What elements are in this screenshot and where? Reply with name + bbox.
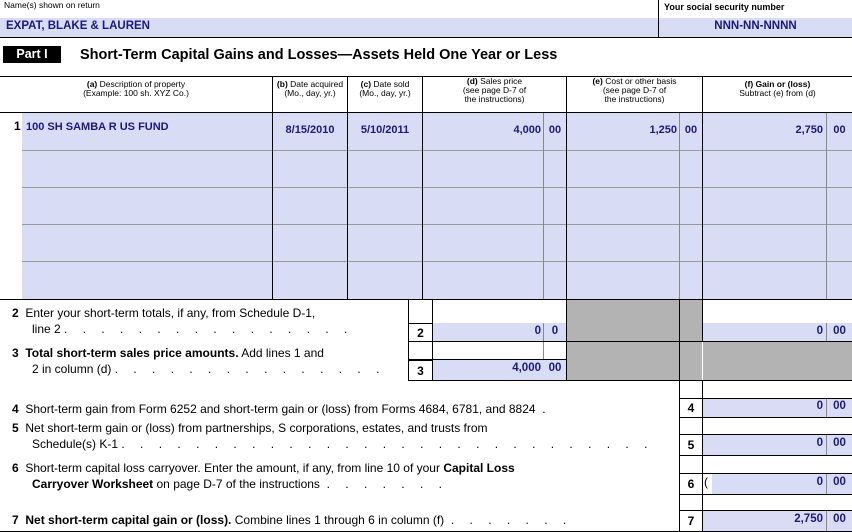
row1-sales-price[interactable]: 4,000 bbox=[513, 124, 541, 136]
line-2-sales-cents[interactable]: 0 bbox=[551, 325, 559, 337]
col-d-header: (d) Sales price (see page D-7 of the instr… bbox=[462, 76, 527, 104]
line-3-sales[interactable]: 4,000 bbox=[512, 362, 541, 374]
line-5-value[interactable]: 0 bbox=[816, 437, 823, 449]
part-title: Short-Term Capital Gains and Losses—Asse… bbox=[80, 47, 558, 63]
line-5-field[interactable] bbox=[703, 435, 852, 455]
col-a-header: (a) Description of property (Example: 100… bbox=[83, 79, 189, 98]
row1-cost-basis[interactable]: 1,250 bbox=[649, 124, 677, 136]
col-e-header: (e) Cost or other basis (see page D-7 of t… bbox=[592, 76, 677, 104]
line-2-gain[interactable]: 0 bbox=[816, 325, 823, 337]
names-field[interactable]: EXPAT, BLAKE & LAUREN bbox=[0, 18, 658, 37]
line-7-label: 7 Net short-term capital gain or (loss).… bbox=[12, 513, 573, 527]
col-b-header: (b) Date acquired (Mo., day, yr.) bbox=[276, 79, 344, 98]
row1-gain[interactable]: 2,750 bbox=[795, 124, 823, 136]
line-6-value[interactable]: 0 bbox=[816, 476, 823, 488]
line-2-gain-field[interactable] bbox=[703, 323, 852, 341]
row1-gain-cents[interactable]: 00 bbox=[833, 124, 846, 136]
line-3-box: 3 bbox=[409, 360, 432, 380]
property-rows bbox=[22, 113, 852, 299]
line-3-sales-cents[interactable]: 00 bbox=[548, 362, 562, 374]
line-3-sales-field[interactable] bbox=[433, 360, 566, 380]
line-1-number: 1 bbox=[14, 119, 21, 133]
line-2-sales[interactable]: 0 bbox=[534, 325, 541, 337]
ssn-label: Your social security number bbox=[664, 2, 785, 12]
line-5-label: 5 Net short-term gain or (loss) from par… bbox=[12, 421, 654, 451]
line-5-cents[interactable]: 00 bbox=[833, 437, 846, 449]
line-7-value[interactable]: 2,750 bbox=[794, 513, 823, 525]
line-2-sales-field[interactable] bbox=[433, 323, 566, 341]
line-4-label: 4 Short-term gain from Form 6252 and sho… bbox=[12, 402, 546, 416]
row1-date-sold[interactable]: 5/10/2011 bbox=[360, 124, 410, 136]
row1-description[interactable]: 100 SH SAMBA R US FUND bbox=[26, 121, 169, 133]
row1-cost-cents[interactable]: 00 bbox=[684, 124, 698, 136]
line-3-shaded-f bbox=[703, 342, 852, 381]
row1-date-acquired[interactable]: 8/15/2010 bbox=[285, 124, 335, 136]
col-f-header: (f) Gain or (loss) Subtract (e) from (d) bbox=[739, 79, 816, 98]
row1-sales-cents[interactable]: 00 bbox=[548, 124, 562, 136]
line-6-field[interactable] bbox=[712, 474, 852, 494]
names-label: Name(s) shown on return bbox=[4, 0, 100, 10]
col-c-header: (c) Date sold (Mo., day, yr.) bbox=[359, 79, 411, 98]
line-2-box: 2 bbox=[409, 323, 432, 341]
line-2-label: 2 Enter your short-term totals, if any, … bbox=[12, 306, 354, 336]
line-7-box: 7 bbox=[687, 514, 695, 528]
line-2-gain-cents[interactable]: 00 bbox=[833, 325, 846, 337]
line-6-cents[interactable]: 00 bbox=[833, 476, 846, 488]
line-4-cents[interactable]: 00 bbox=[833, 400, 846, 412]
line-4-value[interactable]: 0 bbox=[816, 400, 823, 412]
ssn-field[interactable]: NNN-NN-NNNN bbox=[659, 18, 852, 37]
line-7-field[interactable] bbox=[703, 511, 852, 531]
line-7-cents[interactable]: 00 bbox=[833, 513, 846, 525]
line-6-box: 6 bbox=[687, 477, 695, 491]
line-4-field[interactable] bbox=[703, 398, 852, 417]
line-4-box: 4 bbox=[680, 398, 702, 417]
part-badge: Part I bbox=[3, 46, 61, 63]
line-3-label: 3 Total short-term sales price amounts. … bbox=[12, 346, 386, 376]
line-6-label: 6 Short-term capital loss carryover. Ent… bbox=[12, 461, 515, 491]
line-6-paren: ( bbox=[704, 475, 708, 489]
line-5-box: 5 bbox=[687, 438, 695, 452]
